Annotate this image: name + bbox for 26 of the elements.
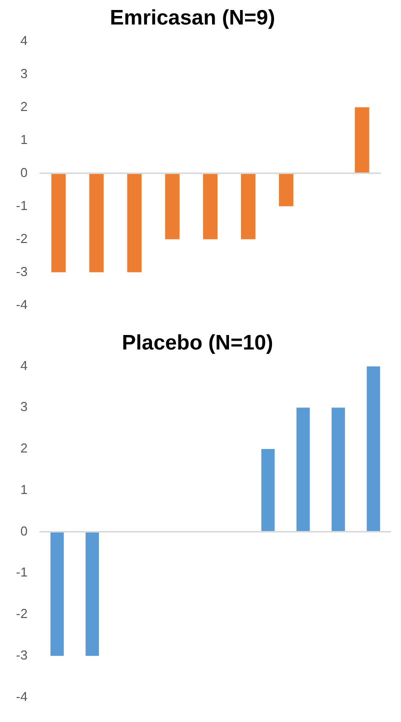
y-tick-label: 2: [20, 98, 28, 114]
y-tick-label: 0: [20, 523, 28, 538]
y-tick-label: 0: [20, 164, 28, 180]
y-tick-label: -1: [16, 198, 28, 213]
y-tick-label: -4: [16, 296, 28, 312]
y-tick-label: 1: [20, 482, 28, 497]
y-tick-label: -3: [16, 264, 28, 279]
chart-title: Placebo (N=10): [122, 331, 274, 354]
y-tick-label: 1: [20, 132, 28, 147]
bar: [261, 448, 275, 531]
bar: [332, 408, 345, 531]
bar: [296, 408, 310, 531]
y-tick-label: 2: [20, 440, 28, 456]
y-tick-label: 4: [20, 32, 28, 48]
y-tick-label: 3: [20, 66, 28, 81]
y-tick-label: -2: [16, 230, 28, 246]
y-tick-label: -3: [16, 647, 28, 662]
bar: [86, 532, 99, 656]
bar: [366, 366, 380, 531]
bar: [50, 532, 64, 656]
y-tick-label: -1: [16, 564, 28, 580]
chart-title: Emricasan (N=9): [110, 6, 276, 30]
y-tick-label: 4: [20, 358, 28, 373]
y-tick-label: 3: [20, 399, 28, 414]
y-tick-label: -2: [16, 606, 28, 622]
y-tick-label: -4: [16, 688, 28, 704]
